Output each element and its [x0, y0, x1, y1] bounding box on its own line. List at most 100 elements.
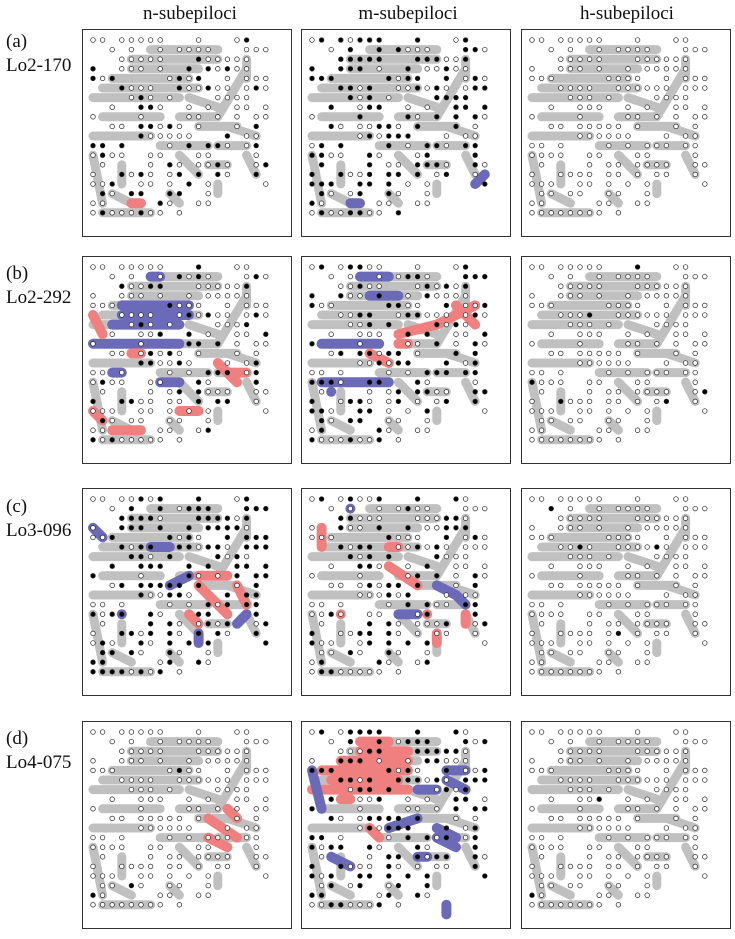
open-dot [682, 75, 689, 82]
open-dot [263, 341, 269, 347]
open-dot [414, 534, 421, 541]
open-dot [90, 200, 96, 206]
open-dot [167, 408, 173, 414]
open-dot [644, 331, 650, 337]
open-dot [596, 582, 602, 589]
open-dot [654, 389, 660, 395]
open-dot [424, 417, 430, 424]
open-dot [376, 844, 382, 850]
open-dot [138, 350, 144, 357]
open-dot [702, 75, 708, 82]
open-dot [386, 659, 392, 665]
filled-dot [414, 171, 421, 178]
filled-dot [347, 553, 354, 560]
network-segment [527, 150, 547, 208]
open-dot [615, 505, 622, 512]
open-dot [682, 46, 689, 53]
filled-dot [472, 389, 478, 395]
open-dot [186, 738, 192, 745]
open-dot [328, 738, 334, 745]
open-dot [654, 786, 660, 793]
open-dot [472, 621, 478, 627]
open-dot [482, 505, 488, 512]
open-dot [176, 302, 183, 309]
network-segment [213, 756, 252, 814]
open-dot [376, 283, 382, 289]
open-dot [482, 534, 488, 541]
open-dot [577, 582, 583, 589]
filled-dot [224, 66, 231, 72]
filled-dot [90, 66, 96, 72]
blue-region [383, 813, 423, 833]
open-dot [128, 729, 135, 735]
filled-dot [109, 649, 115, 656]
open-dot [596, 123, 602, 130]
open-dot [654, 312, 660, 318]
open-dot [644, 162, 650, 168]
open-dot [109, 190, 115, 197]
open-dot [405, 181, 411, 187]
filled-dot [138, 171, 144, 178]
open-dot [366, 902, 373, 908]
filled-dot [99, 379, 106, 385]
open-dot [195, 200, 202, 206]
open-dot [577, 181, 583, 187]
open-dot [634, 505, 641, 512]
filled-dot [472, 142, 478, 149]
open-dot [366, 515, 373, 521]
open-dot [405, 142, 411, 149]
open-dot [205, 748, 211, 754]
open-dot [338, 210, 344, 216]
open-dot [205, 844, 211, 850]
open-dot [644, 152, 650, 158]
open-dot [215, 758, 221, 764]
open-dot [586, 264, 593, 270]
filled-dot [395, 582, 402, 589]
open-dot [644, 834, 650, 841]
open-dot [434, 834, 440, 841]
open-dot [654, 283, 660, 289]
open-dot [357, 133, 363, 139]
open-dot [615, 882, 622, 889]
open-dot [215, 786, 221, 793]
open-dot [558, 171, 564, 178]
filled-dot [99, 659, 106, 665]
open-dot [424, 104, 430, 110]
filled-dot [376, 796, 382, 802]
open-dot [176, 825, 183, 831]
open-dot [138, 630, 144, 637]
open-dot [663, 630, 670, 637]
open-dot [596, 758, 602, 764]
open-dot [338, 815, 344, 822]
open-dot [424, 505, 430, 512]
open-dot [453, 758, 459, 764]
open-dot [577, 553, 583, 560]
open-dot [538, 873, 545, 879]
filled-dot [443, 369, 450, 376]
open-dot [414, 283, 421, 289]
open-dot [692, 582, 698, 589]
open-dot [625, 563, 631, 569]
open-dot [615, 312, 622, 318]
open-dot [596, 815, 602, 822]
open-dot [548, 104, 554, 110]
filled-dot [243, 563, 250, 569]
open-dot [338, 437, 344, 443]
filled-dot [634, 264, 641, 270]
open-dot [443, 863, 450, 870]
open-dot [215, 66, 221, 72]
open-dot [234, 264, 240, 270]
filled-dot [309, 66, 315, 72]
open-dot [366, 389, 373, 395]
filled-dot [157, 200, 163, 206]
open-dot [606, 181, 612, 187]
open-dot [482, 544, 488, 550]
open-dot [577, 437, 583, 443]
open-dot [558, 37, 564, 43]
open-dot [586, 786, 593, 793]
open-dot [395, 863, 402, 870]
open-dot [634, 85, 641, 91]
open-dot [138, 37, 144, 43]
open-dot [567, 525, 574, 531]
open-dot [309, 573, 315, 579]
